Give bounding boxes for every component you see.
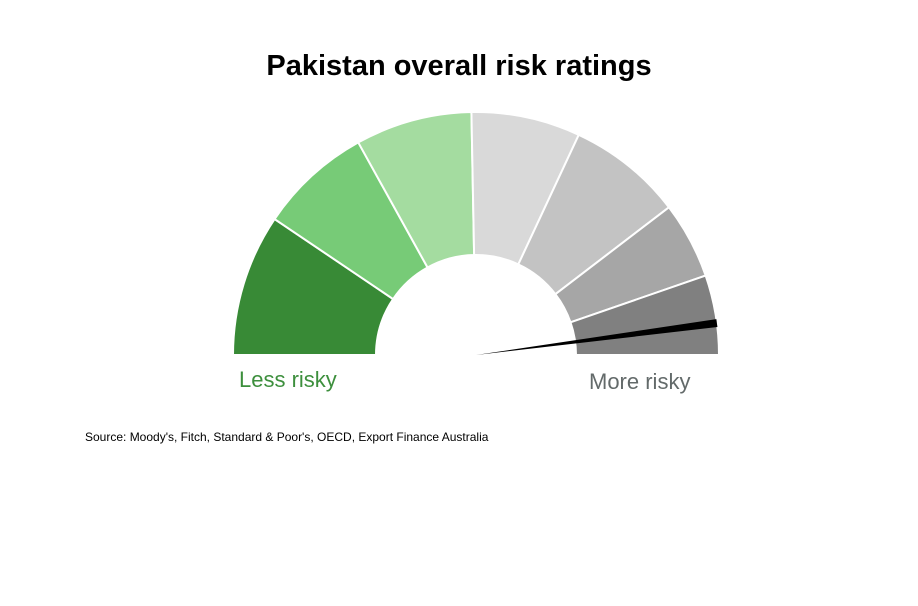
source-note: Source: Moody's, Fitch, Standard & Poor'… — [85, 430, 489, 444]
gauge-segment-7 — [569, 274, 721, 356]
less-risky-label: Less risky — [239, 367, 337, 392]
chart-title: Pakistan overall risk ratings — [266, 50, 652, 82]
gauge-needle — [476, 319, 718, 355]
more-risky-label: More risky — [589, 369, 691, 394]
